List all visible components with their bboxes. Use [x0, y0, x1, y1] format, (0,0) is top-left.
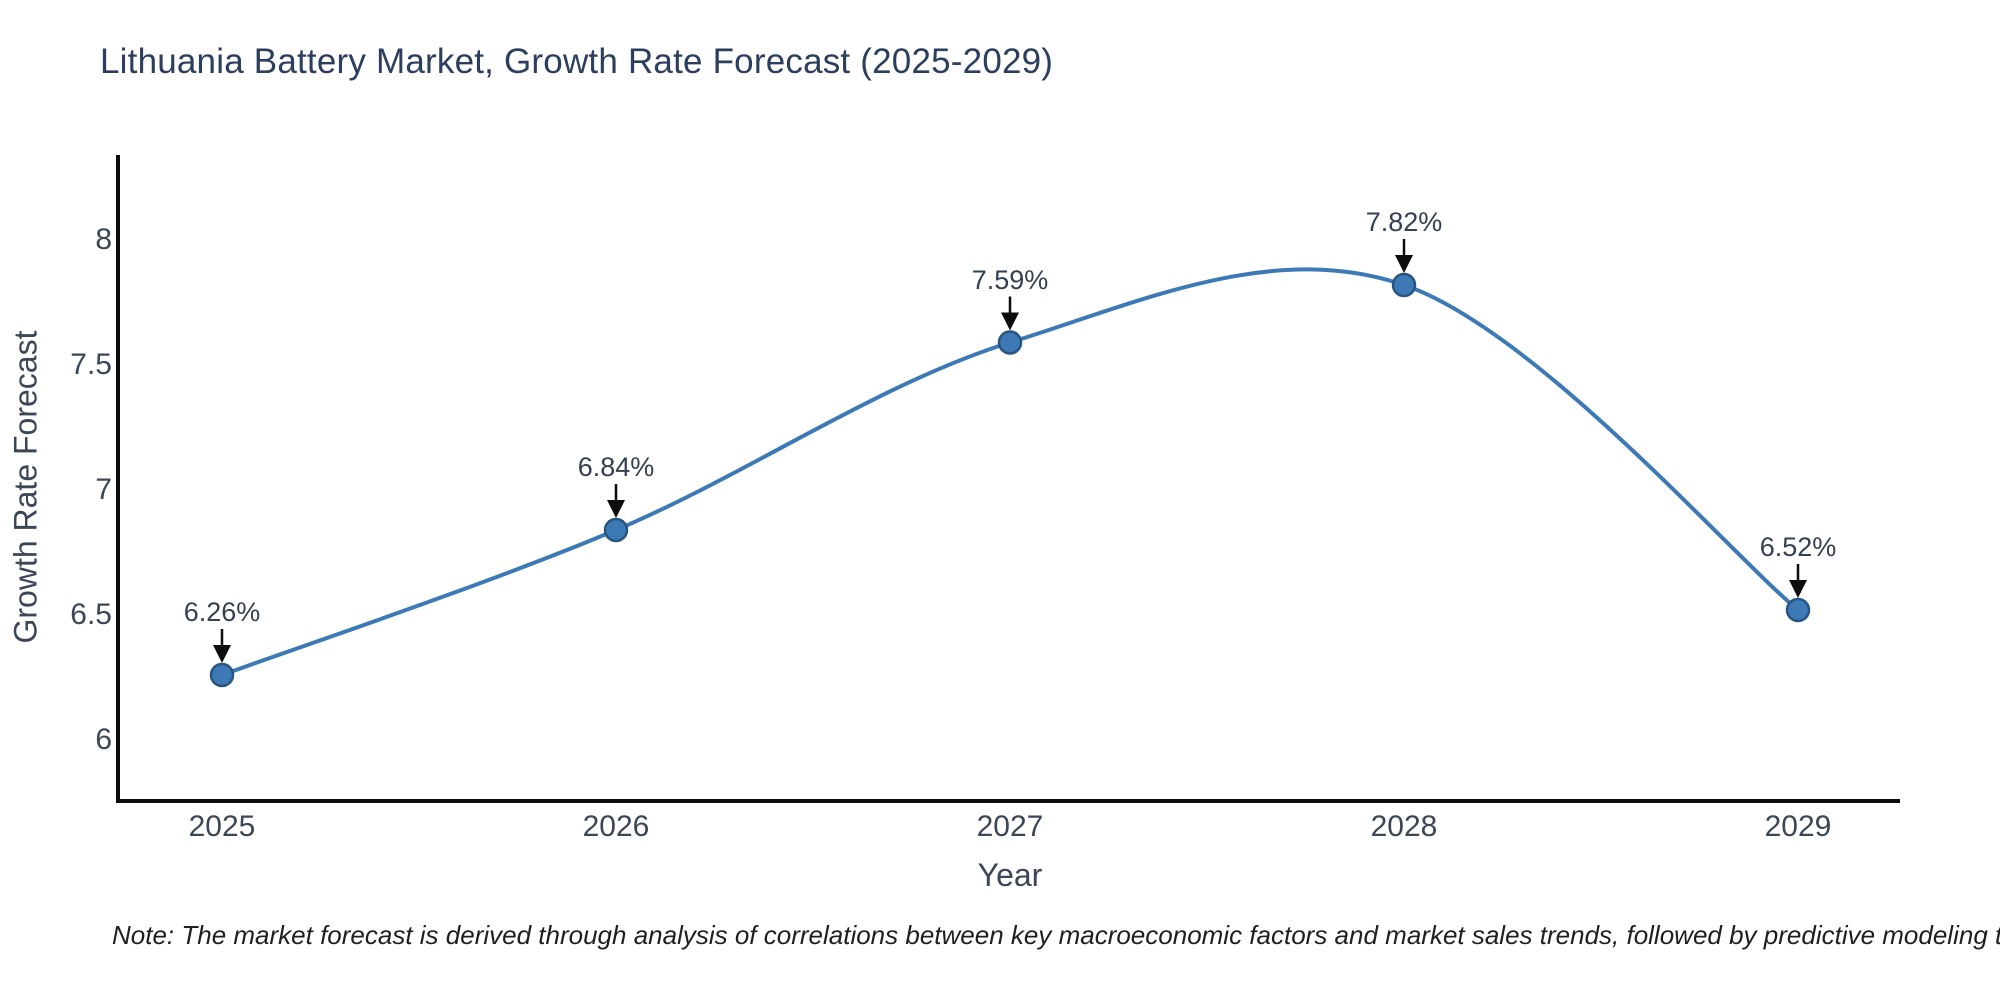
x-tick-label: 2027 [976, 810, 1044, 843]
data-point-2027[interactable] [997, 330, 1023, 355]
annotation-arrowhead-icon [607, 500, 625, 518]
annotation-arrowhead-icon [213, 645, 231, 663]
y-tick-label: 8 [95, 223, 112, 256]
x-tick-label: 2029 [1764, 810, 1832, 843]
x-axis-title: Year [977, 857, 1043, 893]
x-tick-label: 2028 [1370, 810, 1438, 843]
data-point-2029[interactable] [1785, 597, 1811, 623]
annotation-arrowhead-icon [1395, 255, 1413, 273]
y-tick-label: 7 [95, 473, 112, 506]
point-value-label: 7.59% [971, 264, 1049, 295]
data-point-2028[interactable] [1391, 272, 1417, 298]
point-value-label: 6.52% [1759, 532, 1837, 562]
point-value-label: 7.82% [1365, 207, 1443, 237]
x-tick-label: 2025 [188, 810, 256, 843]
point-value-label: 6.26% [183, 597, 261, 627]
x-tick-label: 2026 [582, 810, 650, 843]
data-point-2025[interactable] [209, 662, 235, 688]
y-tick-label: 6 [95, 723, 112, 756]
annotation-arrowhead-icon [1001, 312, 1019, 331]
chart-title: Lithuania Battery Market, Growth Rate Fo… [100, 42, 1054, 81]
footnote: Note: The market forecast is derived thr… [112, 920, 2000, 950]
y-tick-label: 6.5 [70, 598, 112, 631]
y-tick-label: 7.5 [70, 348, 112, 381]
y-axis-title: Growth Rate Forecast [7, 330, 44, 644]
data-point-2026[interactable] [603, 517, 629, 543]
annotation-arrowhead-icon [1789, 580, 1807, 598]
point-value-label: 6.84% [577, 452, 655, 482]
